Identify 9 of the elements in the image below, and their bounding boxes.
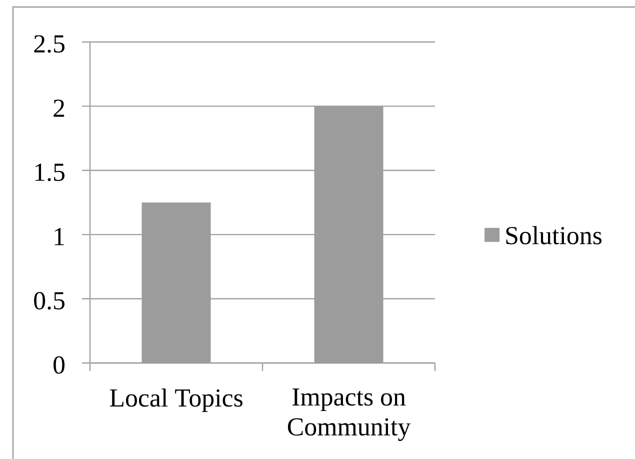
y-tick-label: 0.5: [34, 292, 64, 310]
x-tick-label: Impacts on Community: [288, 388, 411, 441]
y-tick-label: 2: [54, 100, 64, 117]
y-tick-label: 1.5: [35, 164, 64, 182]
x-tick-label: Local Topics: [110, 388, 242, 412]
y-tick-label: 0: [54, 356, 65, 374]
legend-label: Solutions: [506, 226, 602, 244]
y-tick-label: 2.5: [34, 35, 64, 53]
y-tick-label: 1: [54, 228, 64, 246]
